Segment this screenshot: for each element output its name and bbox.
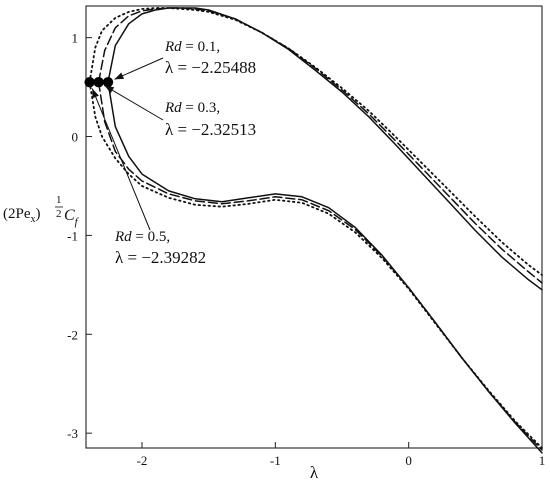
svg-text:(2Pex): (2Pex) bbox=[3, 206, 41, 225]
plot-frame bbox=[85, 5, 543, 449]
arrow-line-2 bbox=[91, 88, 151, 231]
arrow-head-2 bbox=[92, 88, 99, 99]
bifurcation-markers bbox=[84, 76, 114, 88]
annotation-lambda-0.1: λ = −2.25488 bbox=[165, 58, 256, 77]
x-tick-label: 1 bbox=[539, 453, 546, 468]
y-tick-label: -2 bbox=[67, 327, 78, 342]
annotations: Rd = 0.1, λ = −2.25488 Rd = 0.3, λ = −2.… bbox=[91, 39, 256, 267]
bifurcation-point-0 bbox=[102, 76, 114, 88]
curves bbox=[88, 7, 543, 454]
y-tick-label: -1 bbox=[67, 228, 78, 243]
bifurcation-point-2 bbox=[84, 76, 95, 88]
y-tick-label: 1 bbox=[72, 31, 79, 46]
annotation-lambda-0.3: λ = −2.32513 bbox=[165, 120, 256, 139]
svg-text:2: 2 bbox=[56, 208, 62, 220]
y-tick-label: 0 bbox=[72, 130, 79, 145]
annotation-rd-0.5: Rd = 0.5, bbox=[114, 229, 170, 245]
series-dot-upper-branch bbox=[88, 7, 543, 276]
y-tick-label: -3 bbox=[67, 426, 78, 441]
svg-text:Cf: Cf bbox=[64, 207, 80, 228]
arrow-head-0 bbox=[114, 72, 125, 80]
arrow-line-1 bbox=[104, 85, 164, 121]
x-tick-label: -1 bbox=[270, 453, 281, 468]
series-dot-lower-branch bbox=[88, 81, 543, 449]
annotation-lambda-0.5: λ = −2.39282 bbox=[115, 248, 206, 267]
x-axis-label: λ bbox=[310, 463, 319, 482]
annotation-rd-0.3: Rd = 0.3, bbox=[164, 100, 220, 116]
y-axis-label: (2Pex) 1 2 Cf bbox=[3, 194, 80, 228]
x-tick-label: 0 bbox=[405, 453, 412, 468]
annotation-rd-0.1: Rd = 0.1, bbox=[164, 39, 220, 55]
svg-text:1: 1 bbox=[56, 194, 62, 206]
arrow-head-1 bbox=[104, 85, 115, 94]
bifurcation-point-1 bbox=[93, 76, 104, 88]
x-tick-label: -2 bbox=[137, 453, 148, 468]
series-dash-lower-branch bbox=[97, 81, 543, 451]
axis-ticks: -2 -1 0 1 1 0 -1 -2 -3 bbox=[67, 31, 545, 468]
